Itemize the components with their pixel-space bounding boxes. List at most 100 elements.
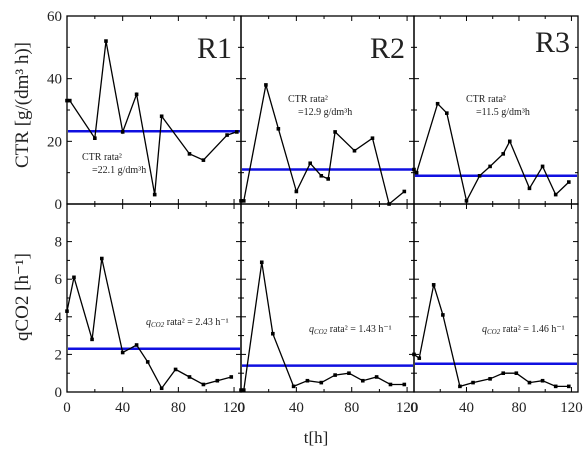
data-point bbox=[488, 164, 492, 169]
y-tick-label: 0 bbox=[55, 385, 63, 401]
data-point bbox=[291, 384, 296, 389]
data-point bbox=[360, 378, 365, 383]
data-point bbox=[458, 384, 462, 389]
x-tick-label: 120 bbox=[560, 400, 583, 416]
data-point bbox=[435, 101, 440, 106]
rate-annotation: CTR rata² =12.9 g/dm³h bbox=[288, 94, 352, 118]
data-point bbox=[187, 375, 192, 379]
y-tick-label: 2 bbox=[55, 347, 63, 363]
data-point bbox=[259, 260, 264, 265]
data-point bbox=[488, 377, 492, 381]
data-point bbox=[402, 189, 407, 194]
data-point bbox=[241, 388, 246, 392]
data-point bbox=[100, 256, 104, 261]
data-point bbox=[507, 139, 512, 144]
data-point bbox=[239, 199, 243, 203]
data-point bbox=[527, 380, 532, 385]
data-point bbox=[239, 388, 243, 392]
data-point bbox=[445, 111, 449, 115]
data-point bbox=[241, 199, 246, 203]
data-point bbox=[347, 371, 351, 375]
data-point bbox=[235, 130, 239, 134]
data-point bbox=[370, 136, 375, 140]
data-point bbox=[333, 373, 337, 377]
data-point bbox=[431, 283, 436, 287]
data-point bbox=[501, 371, 506, 375]
y-tick-label: 6 bbox=[55, 272, 63, 288]
data-point bbox=[540, 378, 545, 383]
y-tick-label: 40 bbox=[47, 72, 62, 88]
panel-label-r2: R2 bbox=[370, 32, 405, 65]
data-point bbox=[159, 114, 164, 119]
x-tick-label: 120 bbox=[396, 400, 419, 416]
data-point bbox=[527, 186, 532, 191]
series-line bbox=[67, 40, 238, 195]
y-axis-label-qco2: qCO2 [h⁻¹] bbox=[12, 253, 33, 341]
y-tick-label: 0 bbox=[55, 197, 63, 213]
data-point bbox=[215, 378, 220, 383]
x-tick-label: 80 bbox=[511, 400, 526, 416]
data-point bbox=[229, 375, 234, 379]
y-tick-label: 20 bbox=[47, 134, 62, 150]
x-tick-label: 0 bbox=[410, 400, 418, 416]
x-tick-label: 40 bbox=[459, 400, 474, 416]
data-point bbox=[412, 352, 416, 357]
data-point bbox=[187, 152, 192, 156]
data-point bbox=[553, 192, 558, 197]
x-tick-label: 80 bbox=[171, 400, 186, 416]
data-point bbox=[134, 92, 139, 97]
x-tick-label: 0 bbox=[237, 400, 245, 416]
data-point bbox=[319, 174, 324, 178]
data-point bbox=[173, 367, 178, 372]
x-tick-label: 120 bbox=[223, 400, 246, 416]
data-point bbox=[201, 382, 206, 387]
y-tick-label: 60 bbox=[47, 9, 62, 25]
panel-frame bbox=[66, 203, 242, 393]
data-point bbox=[120, 130, 125, 134]
data-point bbox=[567, 180, 571, 184]
panel-r1-top: 0 20 40 60 R1 CTR rata² =22.1 g/dm³h bbox=[47, 9, 242, 213]
data-point bbox=[159, 386, 164, 391]
data-point bbox=[388, 382, 393, 387]
data-point bbox=[441, 313, 445, 317]
data-point bbox=[417, 356, 422, 360]
data-point bbox=[276, 127, 281, 131]
panel-r2-bottom: 0 40 80 120 qCO2 rata² = 1.43 h⁻¹ bbox=[237, 203, 419, 416]
panel-label-r1: R1 bbox=[197, 32, 232, 65]
data-point bbox=[319, 380, 324, 385]
data-point bbox=[72, 275, 76, 280]
x-tick-label: 40 bbox=[289, 400, 304, 416]
rate-annotation: qCO2 rata² = 2.43 h⁻¹ bbox=[146, 317, 229, 329]
data-point bbox=[471, 380, 475, 385]
data-point bbox=[264, 83, 268, 87]
data-point bbox=[414, 170, 419, 175]
y-tick-label: 8 bbox=[55, 235, 63, 251]
y-axis-label-ctr: CTR [g/(dm³ h)] bbox=[12, 42, 33, 168]
series-line bbox=[413, 102, 570, 203]
data-point bbox=[305, 378, 310, 383]
data-point bbox=[352, 148, 357, 153]
data-point bbox=[412, 167, 416, 172]
data-point bbox=[271, 331, 275, 336]
data-point bbox=[501, 152, 506, 156]
data-point bbox=[134, 343, 139, 347]
data-point bbox=[402, 382, 407, 387]
data-point bbox=[308, 161, 312, 166]
data-point bbox=[294, 189, 299, 194]
rate-annotation: qCO2 rata² = 1.43 h⁻¹ bbox=[309, 324, 392, 336]
data-point bbox=[477, 174, 482, 178]
rate-annotation: CTR rata² =22.1 g/dm³h bbox=[82, 152, 146, 176]
data-point bbox=[104, 39, 108, 43]
data-point bbox=[201, 158, 206, 162]
panel-label-r3: R3 bbox=[535, 26, 570, 59]
x-tick-label: 80 bbox=[344, 400, 359, 416]
panel-r3-bottom: 0 40 80 120 qCO2 rata² = 1.46 h⁻¹ bbox=[410, 203, 583, 416]
data-point bbox=[567, 384, 571, 389]
panel-r2-top: R2 CTR rata² =12.9 g/dm³h bbox=[239, 15, 415, 206]
data-point bbox=[374, 375, 379, 379]
rate-annotation: qCO2 rata² = 1.46 h⁻¹ bbox=[482, 324, 565, 336]
data-point bbox=[65, 98, 69, 103]
